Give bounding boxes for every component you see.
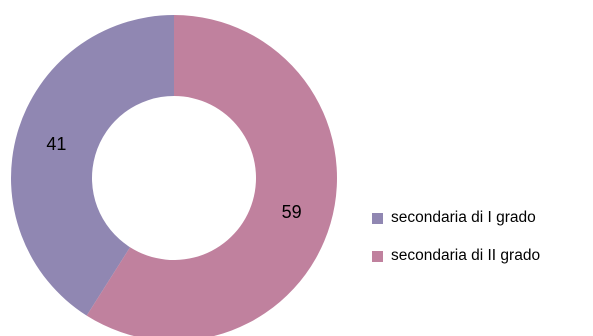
- legend-swatch-secondaria-i-grado: [372, 212, 383, 224]
- legend-swatch-secondaria-ii-grado: [372, 250, 383, 262]
- donut-slice-1: [11, 15, 175, 316]
- chart-legend: secondaria di I grado secondaria di II g…: [372, 208, 540, 284]
- data-label-1: 41: [46, 134, 66, 154]
- donut-chart: 41 59: [11, 15, 337, 336]
- data-label-2: 59: [282, 202, 302, 222]
- donut-slice-2: [86, 15, 337, 336]
- legend-label-secondaria-ii-grado: secondaria di II grado: [391, 247, 541, 264]
- legend-label-secondaria-i-grado: secondaria di I grado: [391, 209, 536, 226]
- legend-item: secondaria di II grado: [372, 246, 540, 266]
- legend-item: secondaria di I grado: [372, 208, 540, 228]
